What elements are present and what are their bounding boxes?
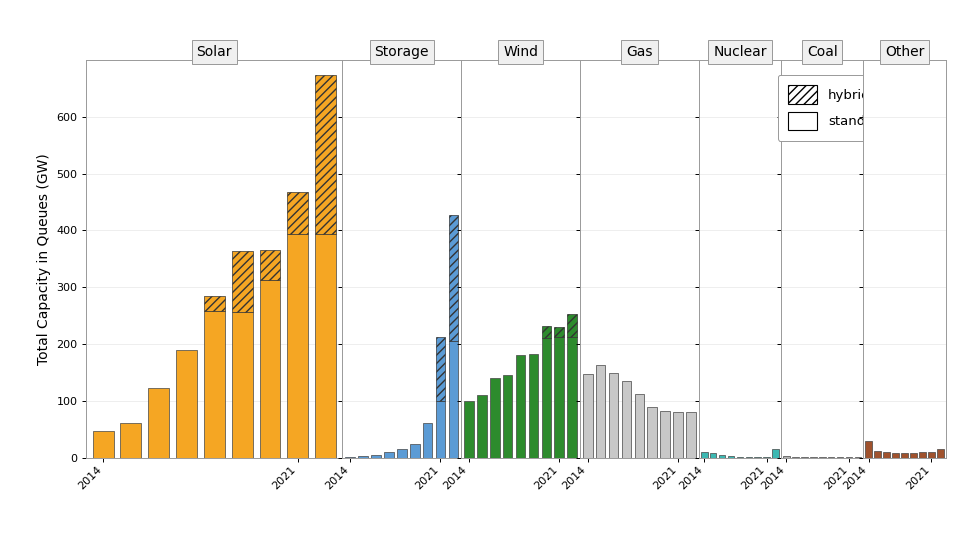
Bar [541, 326, 551, 338]
Bar [503, 376, 513, 458]
Y-axis label: Total Capacity in Queues (GW): Total Capacity in Queues (GW) [36, 153, 51, 365]
Bar [204, 311, 225, 458]
Bar [736, 457, 743, 458]
Bar [819, 457, 826, 458]
Bar [436, 401, 445, 458]
Bar [660, 410, 670, 458]
Bar [854, 457, 861, 458]
Bar [567, 337, 577, 458]
Bar [919, 452, 925, 458]
Title: Nuclear: Nuclear [713, 45, 767, 59]
Bar [583, 374, 592, 458]
Bar [464, 401, 473, 458]
Bar [259, 281, 280, 458]
Bar [148, 389, 169, 458]
Bar [204, 296, 225, 311]
Bar [755, 457, 761, 458]
Bar [701, 452, 708, 458]
Bar [231, 251, 252, 312]
Title: Storage: Storage [374, 45, 429, 59]
Bar [176, 350, 197, 458]
Bar [709, 453, 716, 458]
Bar [837, 457, 844, 458]
Title: Other: Other [885, 45, 924, 59]
Bar [783, 456, 790, 458]
Bar [596, 365, 606, 458]
Bar [555, 326, 564, 337]
Bar [287, 192, 308, 234]
Bar [436, 337, 445, 401]
Bar [928, 452, 935, 458]
Bar [773, 449, 780, 458]
Bar [567, 314, 577, 337]
Title: Solar: Solar [197, 45, 232, 59]
Bar [315, 75, 336, 234]
Bar [315, 234, 336, 458]
Bar [259, 250, 280, 281]
Bar [865, 441, 872, 458]
Bar [673, 413, 683, 458]
Legend: hybrid, standalone: hybrid, standalone [778, 75, 913, 141]
Bar [892, 453, 899, 458]
Bar [792, 457, 799, 458]
Bar [635, 394, 644, 458]
Bar [396, 449, 407, 458]
Bar [346, 457, 355, 458]
Bar [490, 378, 499, 458]
Bar [828, 457, 834, 458]
Bar [422, 422, 432, 458]
Bar [801, 457, 807, 458]
Bar [93, 431, 113, 458]
Title: Gas: Gas [626, 45, 653, 59]
Bar [937, 449, 944, 458]
Bar [875, 451, 881, 458]
Bar [719, 455, 726, 458]
Bar [622, 381, 632, 458]
Bar [883, 452, 890, 458]
Bar [647, 407, 658, 458]
Title: Coal: Coal [806, 45, 837, 59]
Bar [555, 337, 564, 458]
Bar [384, 452, 394, 458]
Bar [541, 338, 551, 458]
Title: Wind: Wind [503, 45, 538, 59]
Bar [516, 355, 525, 458]
Bar [901, 453, 908, 458]
Bar [846, 457, 852, 458]
Bar [609, 373, 618, 458]
Bar [477, 395, 487, 458]
Bar [810, 457, 817, 458]
Bar [120, 422, 141, 458]
Bar [728, 456, 734, 458]
Bar [410, 444, 420, 458]
Bar [287, 234, 308, 458]
Bar [372, 455, 381, 458]
Bar [686, 413, 696, 458]
Bar [763, 457, 770, 458]
Bar [358, 456, 368, 458]
Bar [448, 215, 458, 341]
Bar [910, 453, 917, 458]
Bar [746, 457, 753, 458]
Bar [529, 354, 539, 458]
Bar [448, 341, 458, 458]
Bar [231, 312, 252, 458]
